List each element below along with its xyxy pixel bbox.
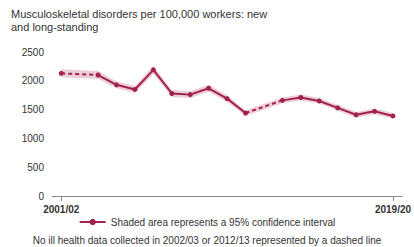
svg-text:2000: 2000: [22, 75, 45, 86]
svg-text:1500: 1500: [22, 104, 45, 115]
svg-text:No ill health data collected i: No ill health data collected in 2002/03 …: [33, 235, 382, 246]
svg-text:Shaded area represents a 95% c: Shaded area represents a 95% confidence …: [111, 217, 336, 228]
svg-text:1000: 1000: [22, 133, 45, 144]
svg-text:2019/20: 2019/20: [375, 204, 412, 215]
svg-text:2001/02: 2001/02: [43, 204, 80, 215]
svg-text:0: 0: [38, 191, 44, 202]
svg-text:2500: 2500: [22, 47, 45, 58]
svg-text:500: 500: [27, 162, 44, 173]
svg-text:Musculoskeletal disorders per: Musculoskeletal disorders per 100,000 wo…: [11, 8, 270, 20]
svg-text:and long-standing: and long-standing: [11, 21, 98, 33]
